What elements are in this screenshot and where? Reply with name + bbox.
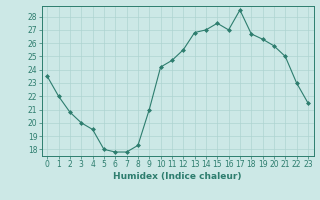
X-axis label: Humidex (Indice chaleur): Humidex (Indice chaleur) [113,172,242,181]
